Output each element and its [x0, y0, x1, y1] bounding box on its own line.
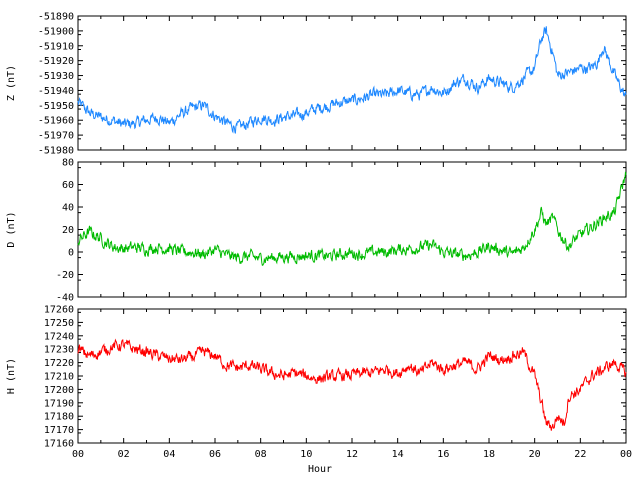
h-y-axis-label: H (nT)	[6, 358, 17, 394]
h-y-tick-label: 17250	[44, 318, 74, 329]
d-y-tick-label: -20	[56, 270, 74, 281]
h-y-tick-label: 17170	[44, 425, 74, 436]
d-y-tick-label: 80	[62, 158, 74, 169]
h-y-tick-label: 17210	[44, 372, 74, 383]
z-y-tick-label: -51920	[38, 56, 74, 67]
x-tick-label: 10	[300, 449, 312, 460]
x-tick-label: 08	[255, 449, 267, 460]
z-y-tick-label: -51900	[38, 26, 74, 37]
z-y-tick-label: -51940	[38, 86, 74, 97]
z-y-tick-label: -51910	[38, 41, 74, 52]
z-y-tick-label: -51950	[38, 101, 74, 112]
h-y-tick-label: 17240	[44, 331, 74, 342]
x-tick-label: 22	[574, 449, 586, 460]
x-tick-label: 12	[346, 449, 358, 460]
x-tick-label: 06	[209, 449, 221, 460]
x-tick-label: 00	[72, 449, 84, 460]
x-tick-label: 14	[392, 449, 404, 460]
d-y-tick-label: 60	[62, 180, 74, 191]
z-y-tick-label: -51960	[38, 116, 74, 127]
h-y-tick-label: 17160	[44, 439, 74, 450]
d-component-panel: 80 60 40 20 0 -20 -40 D (nT)	[6, 158, 627, 304]
h-y-tick-label: 17220	[44, 358, 74, 369]
h-plot-frame	[77, 308, 627, 444]
h-component-panel: 17260 17250 17240 17230 17220 17210 17200 17190…	[6, 305, 627, 450]
x-tick-label: 04	[163, 449, 175, 460]
d-y-tick-label: 0	[68, 248, 74, 259]
d-plot-frame	[77, 161, 627, 298]
x-tick-label: 16	[437, 449, 449, 460]
z-y-axis-label: Z (nT)	[6, 65, 17, 101]
x-axis-label: Hour	[308, 464, 332, 475]
x-tick-label: 02	[118, 449, 130, 460]
d-y-tick-label: -40	[56, 293, 74, 304]
z-y-tick-label: -51930	[38, 71, 74, 82]
x-tick-label: 18	[483, 449, 495, 460]
d-y-axis-label: D (nT)	[6, 211, 17, 247]
h-y-tick-label: 17190	[44, 398, 74, 409]
h-y-tick-label: 17200	[44, 385, 74, 396]
h-y-tick-label: 17230	[44, 345, 74, 356]
h-y-tick-label: 17180	[44, 412, 74, 423]
z-y-tick-label: -51890	[38, 12, 74, 23]
d-y-tick-label: 40	[62, 203, 74, 214]
d-series-line	[77, 171, 627, 266]
h-series-line	[77, 338, 627, 431]
x-tick-label: 20	[529, 449, 541, 460]
z-component-panel: -51890 -51900 -51910 -51920 -51930 -51940 -519…	[6, 12, 627, 157]
d-y-tick-label: 20	[62, 225, 74, 236]
z-y-tick-label: -51970	[38, 131, 74, 142]
x-tick-label: 00	[620, 449, 632, 460]
z-y-tick-label: -51980	[38, 146, 74, 157]
h-y-tick-label: 17260	[44, 305, 74, 316]
z-series-line	[77, 26, 627, 134]
